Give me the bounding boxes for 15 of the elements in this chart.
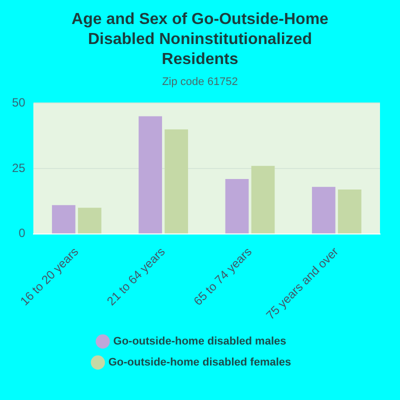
- y-tick-label: 50: [12, 96, 26, 110]
- legend-label: Go-outside-home disabled males: [113, 336, 286, 348]
- chart-title: Age and Sex of Go-Outside-Home Disabled Noninstitutionalized Residents: [70, 10, 330, 70]
- bar: [52, 205, 76, 234]
- chart-subtitle: Zip code 61752: [161, 76, 239, 88]
- bar: [138, 116, 162, 234]
- bar: [164, 129, 188, 234]
- bar: [225, 179, 249, 234]
- y-tick-label: 0: [18, 226, 26, 240]
- legend-label: Go-outside-home disabled females: [108, 356, 292, 369]
- bar: [338, 189, 362, 234]
- bar: [78, 208, 102, 234]
- bar: [312, 186, 336, 234]
- y-tick-label: 25: [12, 160, 26, 175]
- bar: [251, 166, 275, 234]
